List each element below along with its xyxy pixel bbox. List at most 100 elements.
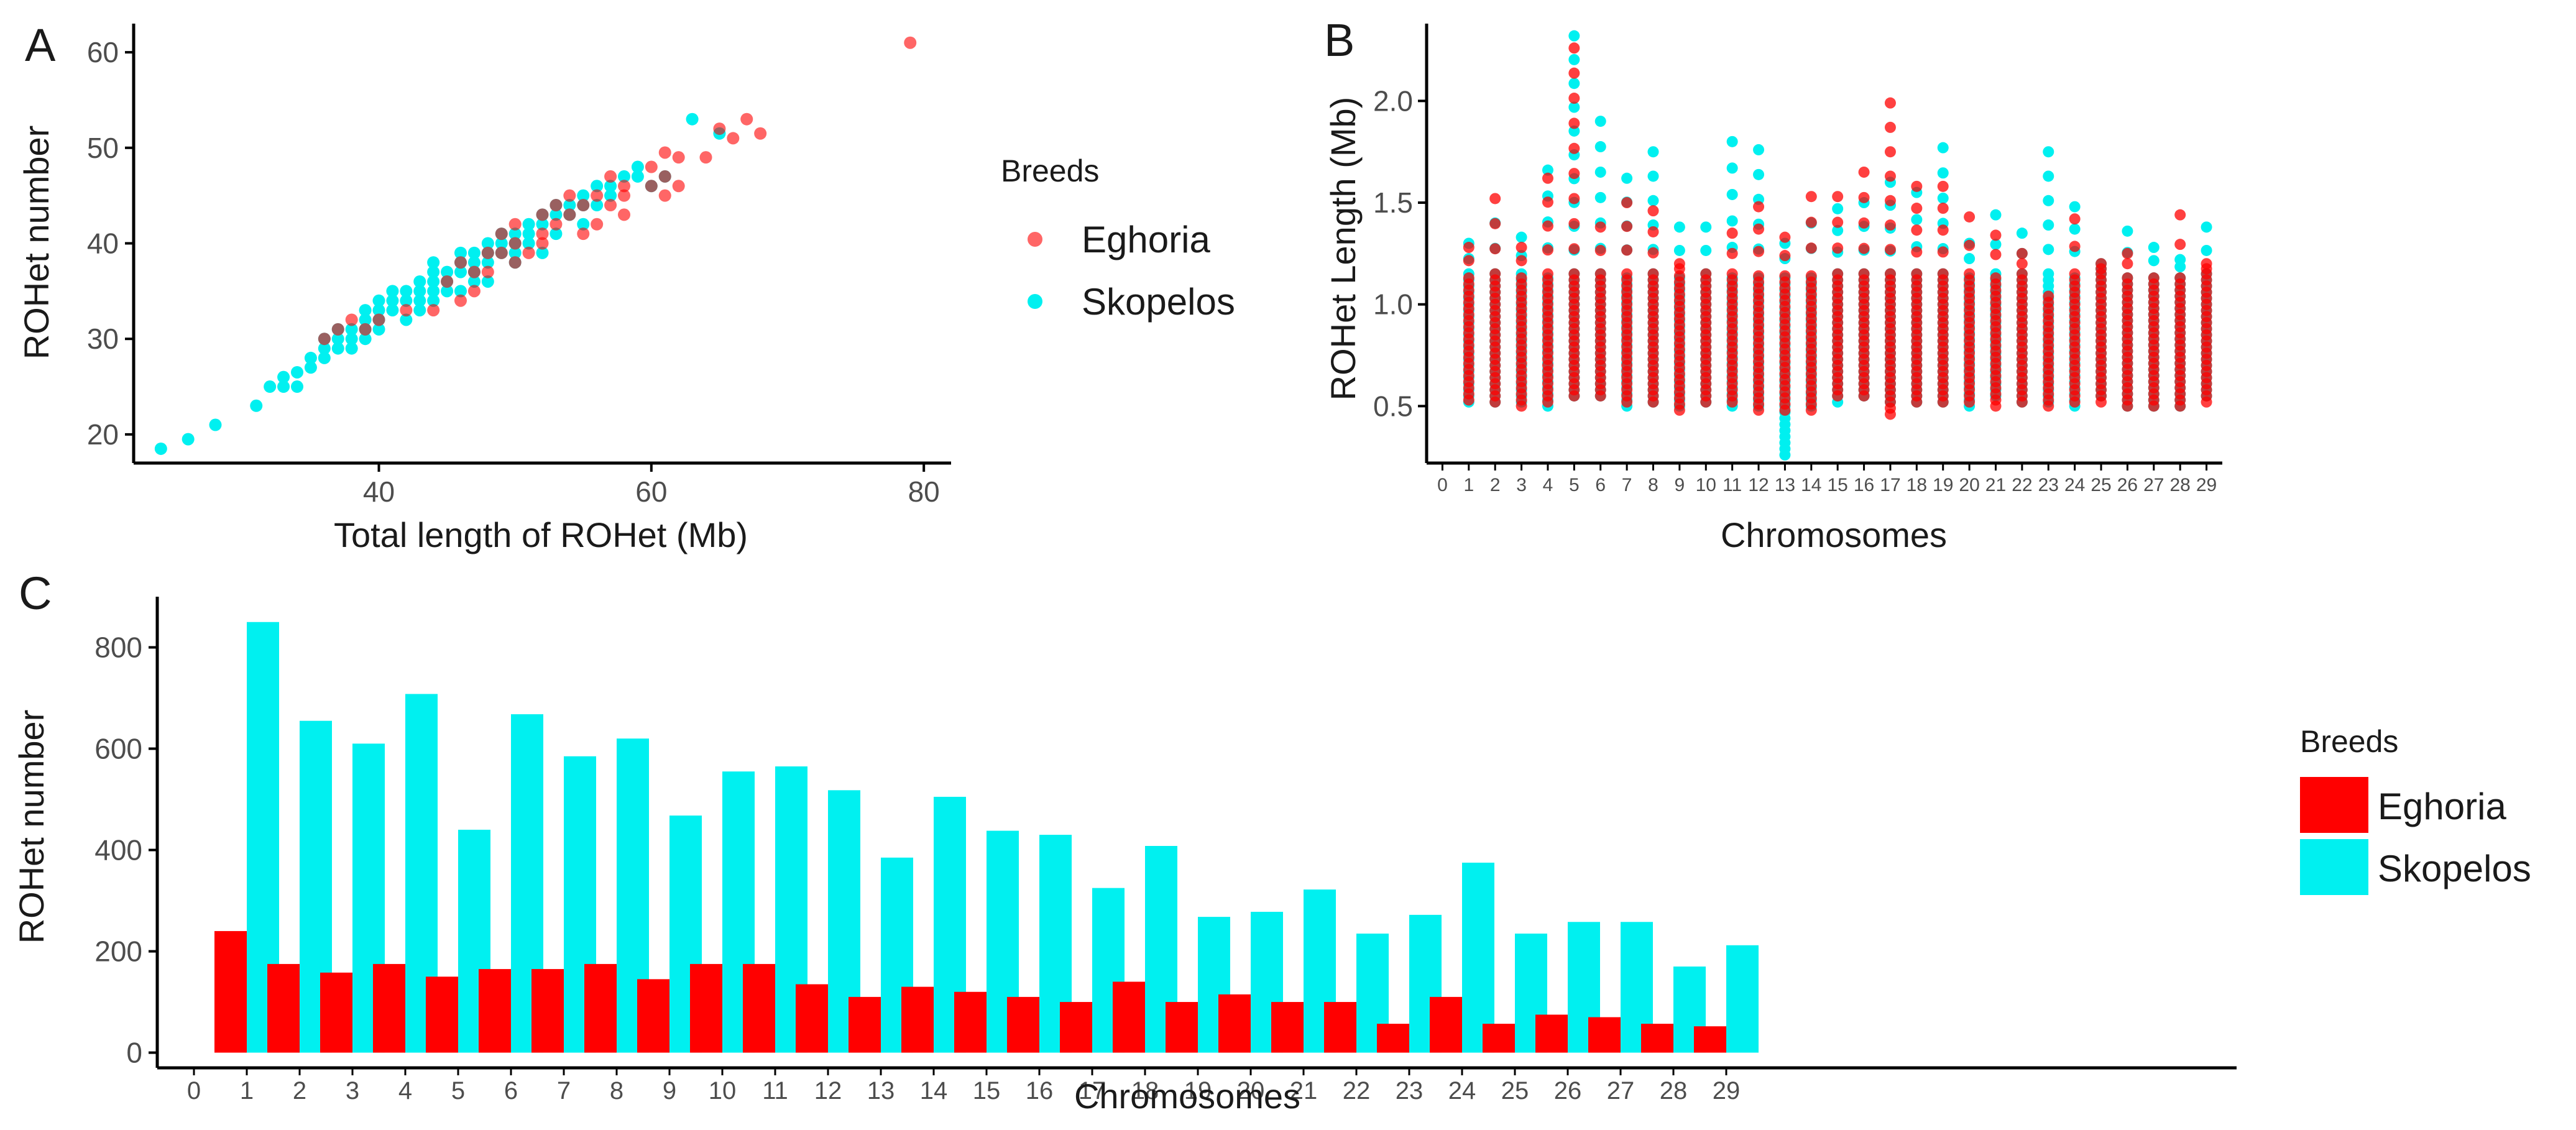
skopelos-point [1753, 144, 1765, 155]
eghoria-bar-chr-7 [531, 969, 564, 1053]
eghoria-chr-28 [2174, 209, 2186, 412]
panel-b-y-axis-title: ROHet Length (Mb) [1323, 97, 1363, 401]
panel-c-y-axis-title: ROHet number [12, 710, 51, 944]
eghoria-chr-27 [2148, 272, 2160, 412]
x-tick-label-9: 9 [1675, 475, 1685, 495]
eghoria-point [1647, 247, 1659, 259]
panel-label-b: B [1324, 14, 1355, 66]
x-tick-label-10: 10 [709, 1077, 737, 1105]
eghoria-bar-chr-2 [267, 963, 300, 1053]
eghoria-point [1964, 268, 1976, 280]
skopelos-point-3 [250, 399, 263, 412]
skopelos-point [1621, 172, 1633, 184]
eghoria-point [1779, 270, 1791, 282]
eghoria-point [1621, 268, 1633, 280]
x-tick-label-28: 28 [1660, 1077, 1688, 1105]
eghoria-point [1673, 258, 1685, 270]
eghoria-point-19 [550, 218, 563, 231]
x-tick-label-18: 18 [1131, 1077, 1159, 1105]
eghoria-point-26 [481, 265, 494, 278]
eghoria-point-25 [495, 246, 508, 259]
eghoria-point [1753, 201, 1765, 213]
x-tick-label-7: 7 [557, 1077, 571, 1105]
skopelos-point-47 [536, 218, 549, 231]
skopelos-point [1516, 231, 1527, 243]
x-tick-label-7: 7 [1622, 475, 1632, 495]
eghoria-point-20 [536, 227, 549, 241]
eghoria-bar-chr-26 [1535, 1014, 1568, 1053]
skopelos-point-21 [386, 304, 399, 317]
eghoria-point [1911, 203, 1923, 214]
x-tick-label-28: 28 [2169, 475, 2190, 495]
y-tick-label-0: 0 [126, 1037, 142, 1069]
eghoria-point-35 [427, 304, 440, 317]
panel-c-legend: Breeds Eghoria Skopelos [2300, 724, 2531, 895]
eghoria-point [1542, 244, 1553, 256]
eghoria-point [1700, 268, 1712, 280]
eghoria-bar-chr-6 [479, 969, 511, 1053]
x-tick-label-13: 13 [1775, 475, 1795, 495]
skopelos-point [1647, 195, 1659, 206]
eghoria-point [1753, 246, 1765, 257]
panel-a-x-axis-title: Total length of ROHet (Mb) [334, 515, 748, 554]
eghoria-point [2148, 272, 2160, 284]
x-tick-label-23: 23 [2038, 475, 2059, 495]
eghoria-point [2069, 213, 2081, 225]
panel-c-x-axis-title: Chromosomes [1074, 1077, 1300, 1116]
skopelos-point [2016, 227, 2028, 239]
eghoria-point [1568, 243, 1580, 255]
skopelos-point [1832, 224, 1844, 236]
skopelos-point [1568, 30, 1580, 42]
panel-c-bars [214, 622, 1759, 1053]
skopelos-point [2043, 219, 2054, 231]
eghoria-point [1568, 42, 1580, 54]
eghoria-bar-chr-8 [584, 963, 617, 1053]
eghoria-point [1542, 196, 1553, 208]
panel-a-legend-label-eghoria: Eghoria [1082, 219, 1210, 260]
eghoria-point [2016, 258, 2028, 270]
eghoria-point [1884, 121, 1896, 133]
skopelos-point [2069, 223, 2081, 235]
eghoria-point [2016, 268, 2028, 280]
skopelos-point [1937, 192, 1949, 204]
eghoria-point [1805, 270, 1817, 282]
eghoria-bar-chr-22 [1324, 1002, 1356, 1053]
x-tick-label-24: 24 [1448, 1077, 1476, 1105]
eghoria-point [1568, 218, 1580, 229]
eghoria-point [2122, 258, 2133, 270]
eghoria-point [1516, 242, 1527, 254]
skopelos-point-4 [264, 380, 277, 393]
eghoria-point [1937, 203, 1949, 214]
x-tick-label-21: 21 [1985, 475, 2006, 495]
eghoria-point [1463, 242, 1474, 254]
skopelos-point-83 [277, 380, 290, 393]
skopelos-point-32 [441, 265, 454, 278]
eghoria-point [1990, 249, 2002, 260]
x-tick-label-1: 1 [240, 1077, 254, 1105]
x-tick-label-11: 11 [762, 1077, 788, 1105]
eghoria-bar-chr-17 [1060, 1002, 1092, 1053]
eghoria-point [1779, 250, 1791, 262]
skopelos-point-14 [345, 333, 358, 346]
x-tick-label-0: 0 [187, 1077, 201, 1105]
eghoria-point-10 [672, 180, 685, 193]
y-tick-label-1: 1.0 [1373, 288, 1413, 321]
x-tick-label-15: 15 [1828, 475, 1848, 495]
eghoria-bar-chr-4 [373, 963, 405, 1053]
x-tick-label-17: 17 [1079, 1077, 1106, 1105]
panel-c: C 0 1 2 3 4 5 6 7 8 9 10 11 12 13 14 15 16 17 18 19 20 21 22 23… [12, 567, 2531, 1116]
skopelos-point [1647, 170, 1659, 182]
eghoria-chr-7 [1621, 197, 1633, 408]
eghoria-point [1884, 219, 1896, 231]
panel-label-c: C [19, 567, 52, 619]
skopelos-point [2069, 201, 2081, 213]
panel-b-x-axis-title: Chromosomes [1721, 515, 1947, 554]
skopelos-point [2201, 244, 2212, 256]
skopelos-point-37 [467, 246, 481, 259]
skopelos-point-55 [591, 199, 604, 212]
x-tick-label-9: 9 [663, 1077, 676, 1105]
eghoria-point [2069, 268, 2081, 280]
x-tick-label-5: 5 [451, 1077, 465, 1105]
y-tick-label-2: 2.0 [1373, 85, 1413, 117]
eghoria-point [1489, 243, 1501, 255]
